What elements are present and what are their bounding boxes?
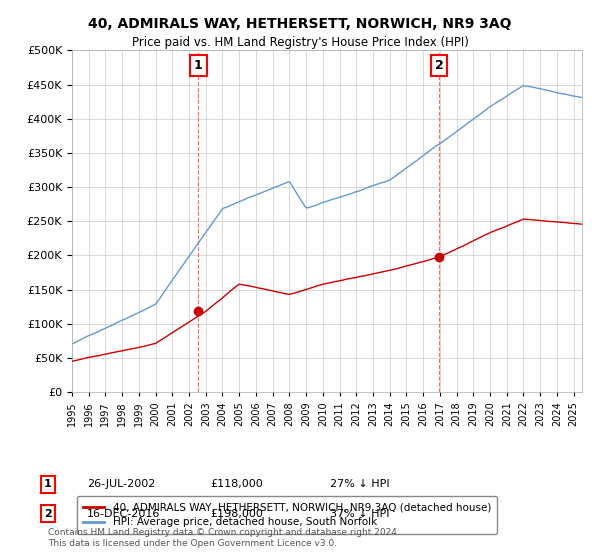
Text: 2: 2 [435, 59, 443, 72]
Text: Contains HM Land Registry data © Crown copyright and database right 2024.
This d: Contains HM Land Registry data © Crown c… [48, 528, 400, 548]
Text: 1: 1 [194, 59, 203, 72]
Text: Price paid vs. HM Land Registry's House Price Index (HPI): Price paid vs. HM Land Registry's House … [131, 36, 469, 49]
Text: £198,000: £198,000 [210, 508, 263, 519]
Text: 16-DEC-2016: 16-DEC-2016 [87, 508, 160, 519]
Text: 26-JUL-2002: 26-JUL-2002 [87, 479, 155, 489]
Text: 1: 1 [44, 479, 52, 489]
Text: 37% ↓ HPI: 37% ↓ HPI [330, 508, 389, 519]
Text: £118,000: £118,000 [210, 479, 263, 489]
Text: 27% ↓ HPI: 27% ↓ HPI [330, 479, 389, 489]
Legend: 40, ADMIRALS WAY, HETHERSETT, NORWICH, NR9 3AQ (detached house), HPI: Average pr: 40, ADMIRALS WAY, HETHERSETT, NORWICH, N… [77, 496, 497, 534]
Text: 2: 2 [44, 508, 52, 519]
Text: 40, ADMIRALS WAY, HETHERSETT, NORWICH, NR9 3AQ: 40, ADMIRALS WAY, HETHERSETT, NORWICH, N… [88, 17, 512, 31]
